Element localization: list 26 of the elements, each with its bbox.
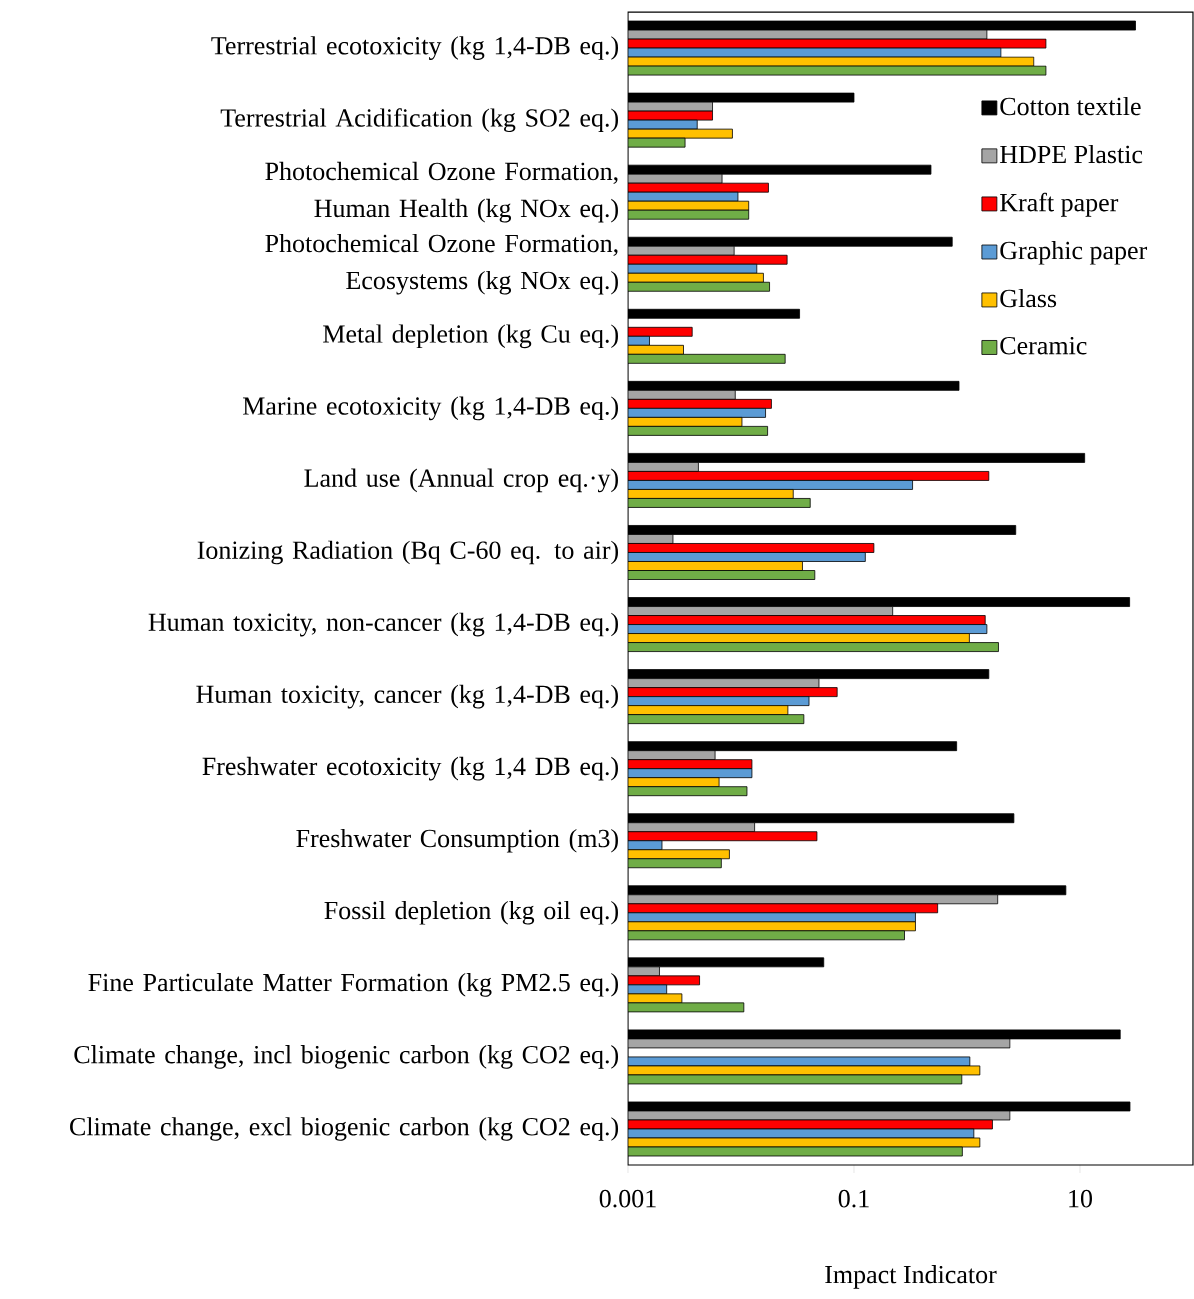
x-tick-label: 10 <box>1069 1189 1092 1208</box>
y-tick-label: Land use (Annual crop eq.·y) <box>304 468 618 493</box>
y-tick-label: Terrestrial Acidification (kg SO2 eq.) <box>220 108 619 133</box>
y-tick-label: Marine ecotoxicity (kg 1,4-DB eq.) <box>242 396 618 421</box>
legend-label: Ceramic <box>1000 336 1087 355</box>
y-tick-label: Photochemical Ozone Formation, Human Health (kg NOx eq.) <box>265 161 618 223</box>
y-tick-label: Metal depletion (kg Cu eq.) <box>323 324 618 349</box>
x-tick-label: 0.1 <box>838 1189 869 1208</box>
legend-label: Glass <box>1000 288 1057 308</box>
y-tick-label: Photochemical Ozone Formation, Ecosystems (kg NOx eq.) <box>265 233 618 295</box>
y-tick-label: Fossil depletion (kg oil eq.) <box>324 900 618 925</box>
x-axis-title: Impact Indicator <box>825 1265 997 1289</box>
legend-label: HDPE Plastic <box>1000 144 1143 164</box>
legend-label: Cotton textile <box>1000 96 1141 116</box>
legend-label: Graphic paper <box>1000 241 1148 265</box>
y-tick-label: Terrestrial ecotoxicity (kg 1,4-DB eq.) <box>211 36 619 60</box>
y-tick-label: Freshwater Consumption (m3) <box>296 828 618 853</box>
y-tick-label: Climate change, excl biogenic carbon (kg CO2 eq.) <box>70 1117 619 1141</box>
y-tick-label: Freshwater ecotoxicity (kg 1,4 DB eq.) <box>202 756 618 781</box>
y-tick-label: Human toxicity, cancer (kg 1,4-DB eq.) <box>196 684 618 709</box>
y-tick-label: Human toxicity, non-cancer (kg 1,4-DB eq.) <box>148 612 618 637</box>
y-tick-label: Climate change, incl biogenic carbon (kg CO2 eq.) <box>74 1045 619 1069</box>
legend-label: Kraft paper <box>1000 192 1119 217</box>
y-tick-label: Fine Particulate Matter Formation (kg PM2.5 eq.) <box>88 973 618 997</box>
x-tick-label: 0.001 <box>599 1189 656 1208</box>
y-tick-label: Ionizing Radiation (Bq C-60 eq. to air) <box>197 540 619 565</box>
